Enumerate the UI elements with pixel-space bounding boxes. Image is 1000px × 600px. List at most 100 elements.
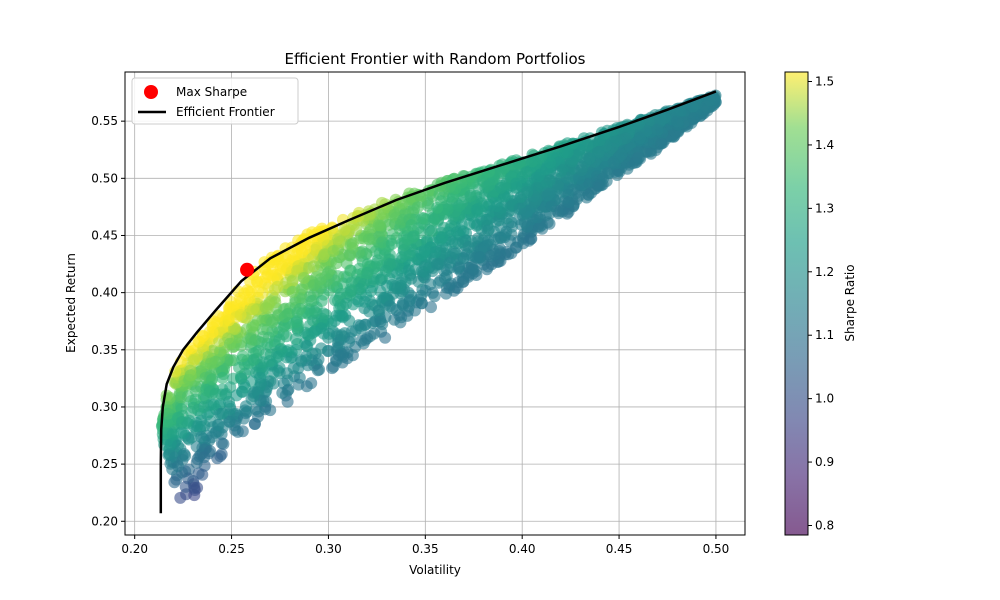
portfolio-point — [206, 326, 219, 339]
colorbar-tick-label: 1.2 — [815, 265, 834, 279]
portfolio-point — [521, 186, 534, 199]
portfolio-point — [607, 156, 620, 169]
portfolio-point — [278, 310, 291, 323]
portfolio-point — [246, 321, 258, 334]
y-tick-label: 0.40 — [91, 286, 118, 300]
portfolio-point — [295, 354, 307, 367]
portfolio-point — [374, 208, 387, 220]
portfolio-point — [257, 331, 270, 343]
portfolio-point — [632, 151, 645, 164]
portfolio-point — [224, 354, 237, 367]
portfolio-point — [248, 417, 261, 430]
portfolio-point — [312, 353, 325, 366]
portfolio-point — [655, 137, 668, 150]
portfolio-point — [195, 431, 208, 443]
x-tick-label: 0.50 — [703, 542, 730, 556]
portfolio-point — [252, 344, 265, 357]
portfolio-point — [280, 367, 293, 380]
portfolio-point — [305, 295, 318, 308]
portfolio-point — [239, 381, 251, 394]
portfolio-point — [583, 152, 596, 165]
x-tick-label: 0.20 — [121, 542, 148, 556]
legend-box — [131, 77, 299, 125]
portfolio-point — [187, 401, 200, 414]
portfolio-point — [462, 241, 475, 253]
portfolio-point — [286, 275, 299, 288]
legend-max-sharpe-marker — [144, 85, 158, 99]
portfolio-point — [254, 362, 267, 375]
portfolio-point — [220, 387, 232, 400]
x-tick-label: 0.30 — [315, 542, 342, 556]
portfolio-point — [188, 481, 201, 494]
portfolio-point — [289, 332, 302, 345]
portfolio-point — [361, 266, 374, 279]
portfolio-point — [466, 261, 478, 274]
portfolio-point — [399, 248, 412, 261]
portfolio-point — [494, 166, 507, 179]
portfolio-point — [264, 404, 277, 417]
portfolio-point — [267, 366, 280, 379]
portfolio-point — [463, 218, 476, 231]
portfolio-point — [523, 234, 535, 247]
colorbar: 0.8 0.9 1.0 1.1 1.2 1.3 1.4 1.5 Sharpe Ratio — [784, 71, 857, 536]
portfolio-point — [418, 244, 431, 257]
portfolio-point — [252, 285, 264, 297]
portfolio-point — [376, 236, 389, 249]
x-tick-label: 0.35 — [412, 542, 439, 556]
portfolio-point — [227, 301, 240, 314]
y-tick-label: 0.25 — [91, 457, 118, 471]
portfolio-point — [355, 334, 368, 347]
portfolio-point — [575, 164, 588, 177]
portfolio-point — [403, 293, 416, 306]
y-axis-label: Expected Return — [64, 253, 78, 353]
portfolio-point — [554, 165, 567, 178]
colorbar-tick-label: 0.9 — [815, 455, 834, 469]
portfolio-point — [207, 398, 220, 411]
portfolio-point — [452, 261, 465, 274]
portfolio-point — [239, 404, 251, 417]
portfolio-point — [472, 202, 485, 215]
portfolio-point — [297, 272, 310, 284]
portfolio-point — [247, 354, 260, 367]
portfolio-point — [518, 207, 531, 220]
portfolio-point — [390, 304, 403, 317]
portfolio-point — [191, 420, 204, 433]
portfolio-point — [236, 350, 249, 363]
portfolio-point — [362, 233, 375, 246]
portfolio-point — [308, 325, 321, 338]
x-axis-ticks: 0.20 0.25 0.30 0.35 0.40 0.45 0.50 — [121, 535, 729, 556]
portfolio-point — [425, 301, 437, 314]
portfolio-point — [483, 178, 496, 191]
portfolio-point — [164, 438, 177, 451]
chart-title: Efficient Frontier with Random Portfolio… — [284, 50, 585, 68]
portfolio-point — [212, 418, 225, 431]
portfolio-point — [443, 256, 456, 269]
portfolio-point — [281, 395, 294, 408]
portfolio-point — [420, 259, 433, 271]
y-tick-label: 0.50 — [91, 171, 118, 185]
portfolio-point — [273, 333, 286, 346]
portfolio-point — [494, 181, 507, 194]
portfolio-point — [161, 407, 174, 420]
portfolio-point — [161, 416, 174, 429]
portfolio-point — [611, 169, 624, 181]
portfolio-point — [453, 199, 466, 212]
portfolio-point — [544, 156, 557, 169]
portfolio-point — [412, 275, 425, 288]
random-portfolios-scatter — [155, 89, 722, 504]
portfolio-point — [686, 100, 699, 113]
x-tick-label: 0.40 — [509, 542, 536, 556]
portfolio-point — [187, 355, 200, 367]
y-tick-label: 0.45 — [91, 228, 118, 242]
portfolio-point — [634, 132, 647, 145]
portfolio-point — [374, 315, 387, 328]
portfolio-point — [446, 235, 458, 248]
portfolio-point — [488, 248, 501, 260]
portfolio-point — [441, 203, 454, 216]
colorbar-tick-label: 1.4 — [815, 138, 834, 152]
portfolio-point — [314, 273, 327, 286]
portfolio-point — [168, 476, 181, 489]
portfolio-point — [206, 373, 219, 386]
portfolio-point — [379, 331, 392, 344]
portfolio-point — [431, 201, 444, 214]
